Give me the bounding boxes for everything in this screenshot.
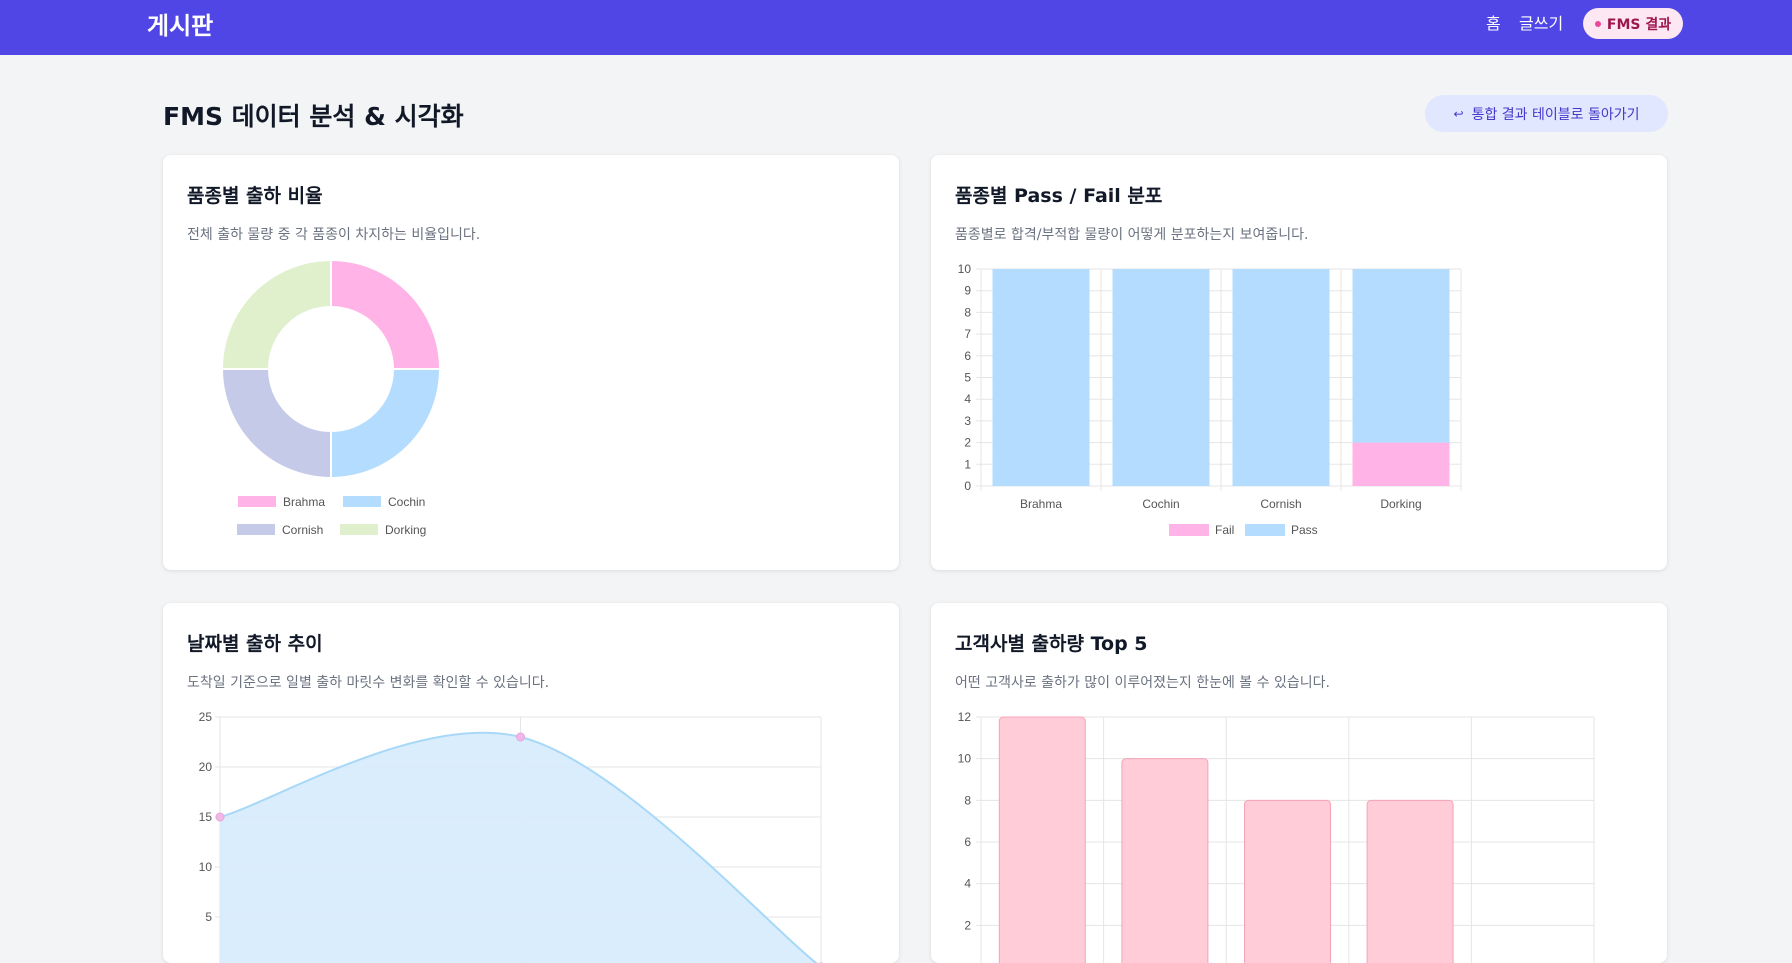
y-tick-label: 20 (199, 760, 213, 774)
donut-slice-cochin (330, 368, 442, 480)
legend-label-fail: Fail (1215, 523, 1234, 537)
ratio-card-desc: 전체 출하 물량 중 각 품종이 차지하는 비율입니다. (187, 227, 481, 243)
legend-swatch-brahma (238, 496, 276, 507)
y-tick-label: 4 (964, 392, 971, 406)
top-navbar: 게시판 홈 글쓰기 FMS 결과 (0, 0, 1792, 55)
legend-label-brahma: Brahma (283, 495, 325, 509)
trend-card-title: 날짜별 출하 추이 (187, 633, 323, 655)
nav-fms-label: FMS 결과 (1606, 16, 1672, 33)
customer-bar (1366, 799, 1454, 963)
top5-bar-chart: 12 10 8 6 4 2 (958, 710, 1595, 963)
y-tick-label: 5 (964, 371, 971, 385)
legend-swatch-cochin (343, 496, 381, 507)
area-fill (220, 732, 817, 963)
customer-bar (998, 716, 1086, 963)
x-tick-label: Cochin (1142, 497, 1179, 511)
y-tick-label: 2 (964, 436, 971, 450)
legend-swatch-fail (1169, 524, 1209, 536)
bar-pass-dorking (1352, 269, 1450, 443)
ratio-donut-chart: Brahma Cochin Cornish Dorking (220, 258, 442, 537)
nav-home-link[interactable]: 홈 (1486, 14, 1501, 33)
ratio-card: 품종별 출하 비율 전체 출하 물량 중 각 품종이 차지하는 비율입니다. B… (163, 155, 899, 570)
customer-bar (1121, 758, 1209, 963)
page-title: FMS 데이터 분석 & 시각화 (163, 102, 464, 131)
top5-card-desc: 어떤 고객사로 출하가 많이 이루어졌는지 한눈에 볼 수 있습니다. (955, 675, 1330, 691)
customer-bar (1244, 799, 1331, 963)
x-tick-label: Cornish (1260, 497, 1301, 511)
x-tick-label: Brahma (1020, 497, 1062, 511)
legend-swatch-dorking (340, 524, 378, 535)
legend-label-dorking: Dorking (385, 523, 426, 537)
bar-fail-dorking (1352, 442, 1450, 486)
y-tick-label: 5 (205, 910, 212, 924)
back-to-table-button[interactable]: ↩ 통합 결과 테이블로 돌아가기 (1425, 95, 1668, 132)
top5-card: 고객사별 출하량 Top 5 어떤 고객사로 출하가 많이 이루어졌는지 한눈에… (931, 603, 1667, 963)
ratio-card-title: 품종별 출하 비율 (187, 185, 323, 207)
donut-slice-dorking (220, 258, 332, 370)
y-tick-label: 4 (964, 877, 971, 891)
data-point (215, 812, 225, 822)
trend-card-desc: 도착일 기준으로 일별 출하 마릿수 변화를 확인할 수 있습니다. (187, 675, 550, 691)
y-tick-label: 3 (964, 414, 971, 428)
nav-fms-results-button[interactable]: FMS 결과 (1583, 8, 1683, 39)
y-tick-label: 25 (199, 710, 213, 724)
y-tick-label: 0 (964, 479, 971, 493)
active-dot-icon (1594, 20, 1601, 27)
y-tick-label: 12 (958, 710, 972, 724)
data-point (516, 732, 525, 742)
top5-card-title: 고객사별 출하량 Top 5 (955, 633, 1148, 655)
nav-write-link[interactable]: 글쓰기 (1519, 14, 1564, 33)
legend-label-cornish: Cornish (282, 523, 323, 537)
passfail-stacked-bar-chart: 0 1 2 3 4 5 6 7 8 9 10 Brahma Cochin Cornish Dorking Fa… (958, 262, 1462, 537)
passfail-card-desc: 품종별로 합격/부적합 물량이 어떻게 분포하는지 보여줍니다. (955, 227, 1309, 243)
y-tick-label: 10 (958, 262, 972, 276)
back-button-label: 통합 결과 테이블로 돌아가기 (1471, 106, 1640, 123)
y-tick-label: 6 (964, 835, 971, 849)
bar-pass-cochin (1112, 269, 1210, 486)
legend-swatch-cornish (237, 524, 275, 535)
y-tick-label: 6 (964, 349, 971, 363)
legend-swatch-pass (1245, 524, 1285, 536)
y-tick-label: 10 (958, 752, 972, 766)
legend-label-pass: Pass (1291, 523, 1318, 537)
donut-slice-cornish (220, 368, 332, 480)
legend-label-cochin: Cochin (388, 495, 425, 509)
brand-logo[interactable]: 게시판 (147, 12, 214, 40)
donut-slice-brahma (330, 258, 442, 370)
back-arrow-icon: ↩ (1453, 106, 1464, 121)
y-tick-label: 9 (964, 284, 971, 298)
bar-pass-cornish (1232, 269, 1330, 486)
x-tick-label: Dorking (1380, 497, 1421, 511)
y-tick-label: 1 (964, 457, 971, 471)
y-tick-label: 10 (199, 860, 213, 874)
bar-pass-brahma (992, 269, 1090, 486)
y-tick-label: 8 (964, 305, 971, 319)
trend-area-chart: 25 20 15 10 5 (199, 710, 824, 963)
y-tick-label: 2 (964, 918, 971, 932)
passfail-card: 품종별 Pass / Fail 분포 품종별로 합격/부적합 물량이 어떻게 분… (931, 155, 1667, 570)
passfail-card-title: 품종별 Pass / Fail 분포 (955, 185, 1163, 207)
trend-card: 날짜별 출하 추이 도착일 기준으로 일별 출하 마릿수 변화를 확인할 수 있… (163, 603, 899, 963)
y-tick-label: 8 (964, 793, 971, 807)
y-tick-label: 15 (199, 810, 213, 824)
y-tick-label: 7 (964, 327, 971, 341)
